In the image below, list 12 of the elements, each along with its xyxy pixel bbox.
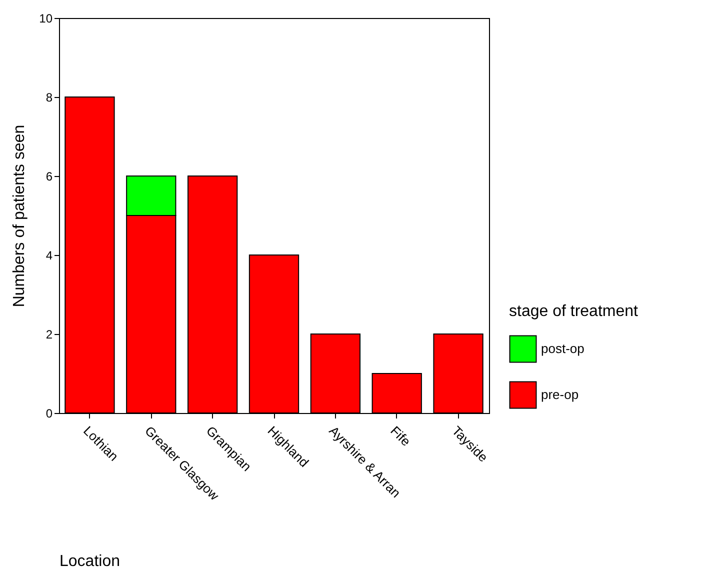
legend-label: pre-op	[541, 387, 579, 402]
x-axis-title: Location	[60, 553, 120, 570]
y-tick-label: 6	[46, 170, 53, 184]
legend-label: post-op	[541, 341, 584, 356]
legend-title: stage of treatment	[509, 303, 639, 320]
y-tick-label: 10	[39, 12, 53, 26]
y-tick-label: 8	[46, 90, 53, 104]
y-tick-label: 2	[46, 328, 53, 342]
y-axis-title: Numbers of patients seen	[11, 124, 28, 308]
y-tick-label: 4	[46, 248, 53, 262]
y-tick-label: 0	[46, 406, 53, 420]
x-tick-label: Fife	[388, 423, 414, 450]
